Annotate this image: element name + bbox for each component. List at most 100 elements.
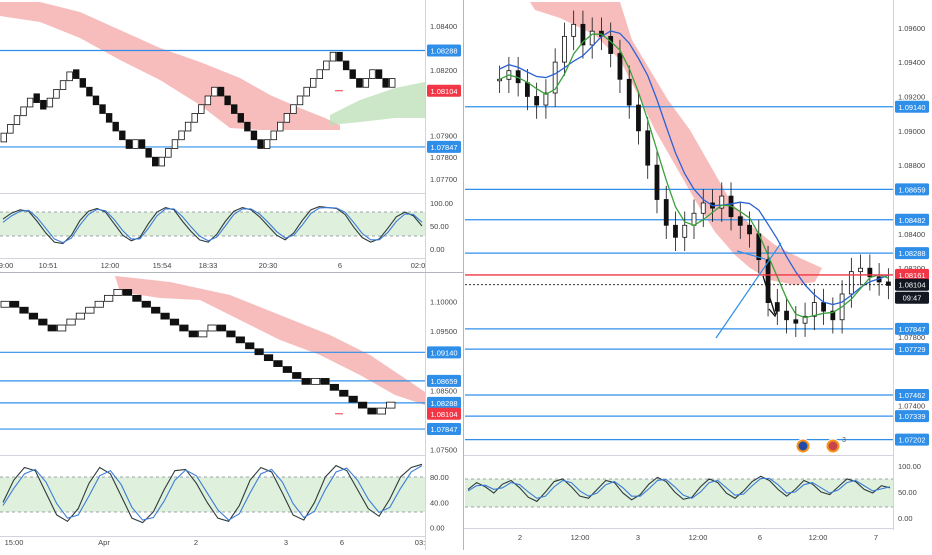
renko-brick [224,95,231,106]
renko-brick [310,78,317,88]
level-price-tag [895,322,929,335]
last-price-tag [427,84,461,97]
level-price-tag [427,423,461,436]
renko-brick [349,69,356,79]
candle-body [571,23,577,37]
renko-brick [356,78,363,88]
level-price-tag [427,346,461,359]
level-price-label: 1.07847 [430,143,457,152]
renko-brick [113,289,123,296]
y-tick-label: 1.08200 [430,66,457,75]
renko-brick [339,389,349,397]
renko-brick [7,124,14,134]
rising-trendline[interactable] [715,242,782,339]
renko-brick [99,104,106,114]
trend-annotations[interactable] [715,242,782,339]
renko-brick [198,330,208,338]
renko-brick [66,318,76,326]
bottom-left-oscillator-y-axis: 80.00 40.00 0.00 [430,473,449,533]
renko-brick [226,330,236,338]
y-tick-label: 1.08400 [898,230,925,239]
renko-brick [244,121,251,132]
bottom-left-level-lines[interactable]: 1.09140 1.08659 1.08288 1.07847 [0,346,461,436]
moving-average-blue [499,30,889,306]
top-left-oscillator-y-axis: 100.00 50.00 0.00 [430,199,453,254]
candle-body [719,195,725,209]
x-tick-label: 12:00 [101,261,120,270]
level-price-label: 1.09140 [430,348,457,357]
candle-body [802,315,808,324]
bottom-left-oscillator-series-line [2,463,423,524]
renko-brick [10,300,20,308]
renko-brick [92,95,100,106]
renko-brick [301,378,311,385]
candle-body [663,199,669,226]
renko-brick [316,69,323,79]
candle-body [784,310,789,321]
x-tick-label: 15:54 [153,261,172,270]
renko-brick [303,86,310,97]
top-left-renko-bricks[interactable] [0,51,396,167]
renko-brick [152,156,159,167]
renko-brick [283,113,291,123]
x-tick-label: 02:0 [411,261,426,270]
last-price-label: 1.08104 [430,410,457,419]
renko-brick [165,148,172,158]
last-price: 1.08104 [427,84,461,97]
renko-brick [33,93,40,103]
renko-brick [329,51,337,62]
countdown-label: 09:47 [903,294,922,303]
candle-body [830,310,836,321]
renko-brick [38,318,48,326]
eu-flag-inner-icon [798,441,808,451]
level-price-tag [895,433,929,446]
y-tick-label: 0.00 [430,524,445,533]
candle-body [534,96,540,106]
top-left-oscillator-series-line [2,206,423,244]
event-count-badge: 3 [842,437,846,444]
level-price-label: 1.07462 [898,391,925,400]
last-price-tag [895,278,929,291]
x-tick-label: 18:33 [199,261,218,270]
ichimoku-cloud-green-top-left [330,82,425,125]
candle-body [654,164,660,200]
y-tick-label: 1.09600 [898,24,925,33]
level-price-label: 1.08288 [430,399,457,408]
renko-brick [0,300,10,308]
top-left-level-lines[interactable]: 1.08288 1.07847 [0,44,461,153]
event-badges[interactable]: 3 [795,437,846,454]
candle-body [682,224,688,238]
upper-trendline[interactable] [736,250,766,260]
candle-body [552,61,558,94]
renko-brick [184,121,192,132]
renko-brick [273,360,283,367]
candle-body [885,281,891,286]
bottom-left-x-axis: 15:00 Apr 2 3 6 03: [5,538,426,547]
renko-brick [211,86,218,97]
renko-brick [320,378,330,385]
countdown-tag [895,291,929,304]
renko-brick [342,60,350,71]
renko-brick [376,407,386,415]
down-arrow-icon[interactable] [762,275,780,318]
level-price-tag [895,213,929,226]
renko-brick [386,401,396,409]
renko-brick [257,139,264,149]
y-tick-label: 40.00 [430,498,449,507]
level-price-tag [895,183,929,196]
level-price-tag [895,100,929,113]
renko-brick [132,139,139,149]
x-tick-label: 6 [340,538,344,547]
renko-brick [282,366,292,373]
candle-body [737,216,743,226]
renko-brick [367,407,377,415]
y-tick-label: 1.07500 [430,446,457,455]
y-tick-label: 1.07900 [430,131,457,140]
y-tick-label: 0.00 [430,245,445,254]
renko-brick [270,130,277,141]
bottom-left-renko-bricks[interactable] [0,289,396,415]
x-tick-label: 9:00 [0,261,13,270]
renko-brick [231,104,238,114]
y-tick-label: 50.00 [898,488,917,497]
